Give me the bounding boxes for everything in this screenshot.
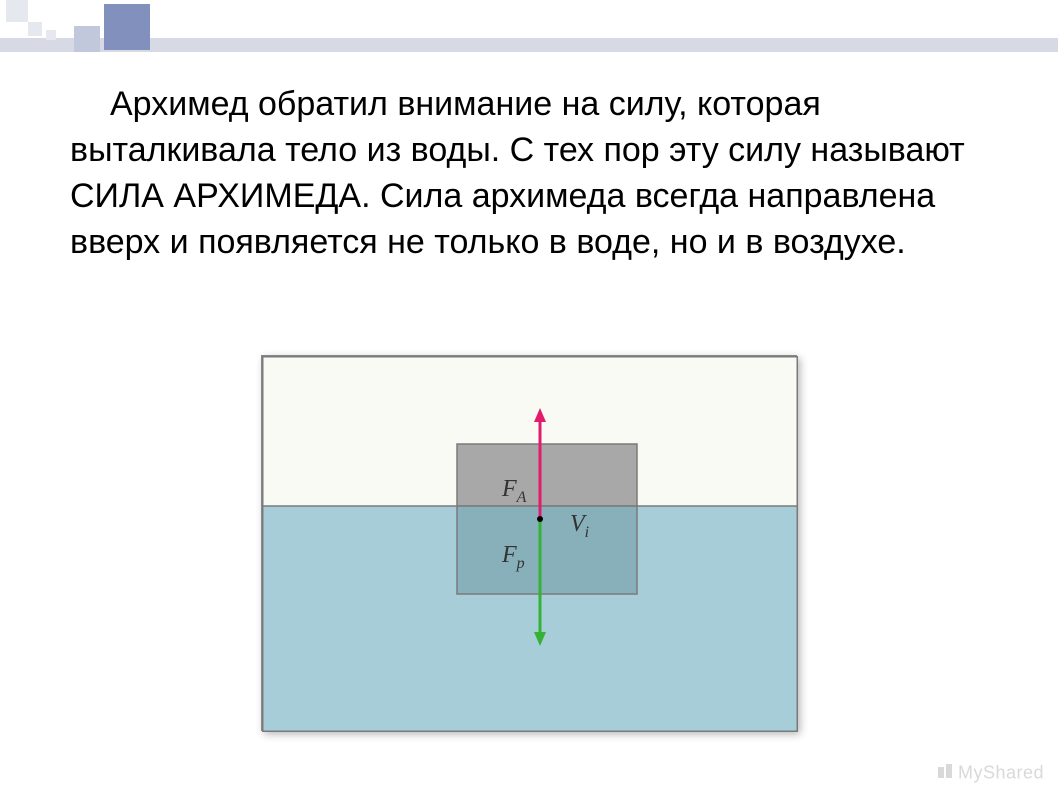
label-fp-sub: p — [516, 555, 525, 572]
header-decoration — [0, 0, 1058, 55]
paragraph-text: Архимед обратил внимание на силу, котора… — [70, 82, 990, 266]
header-square-small-1 — [6, 0, 28, 22]
label-fp-f: F — [501, 542, 517, 568]
header-bar — [0, 38, 1058, 52]
label-fa-f: F — [501, 476, 517, 502]
watermark-icon — [936, 762, 954, 785]
label-fa-sub: A — [516, 489, 527, 506]
label-vi-sub: i — [585, 524, 589, 541]
main-paragraph: Архимед обратил внимание на силу, котора… — [70, 82, 990, 266]
watermark: MyShared — [936, 762, 1044, 785]
header-square-small-2 — [28, 22, 42, 36]
diagram-svg: FA Fp Vi — [262, 356, 798, 732]
body-top — [457, 444, 637, 506]
archimedes-diagram: FA Fp Vi — [261, 355, 797, 731]
header-square-big — [104, 4, 150, 50]
body-bottom — [457, 506, 637, 594]
origin-dot — [537, 516, 543, 522]
header-square-small-3 — [46, 30, 56, 40]
watermark-text: MyShared — [958, 762, 1044, 782]
header-square-medium — [74, 26, 100, 52]
